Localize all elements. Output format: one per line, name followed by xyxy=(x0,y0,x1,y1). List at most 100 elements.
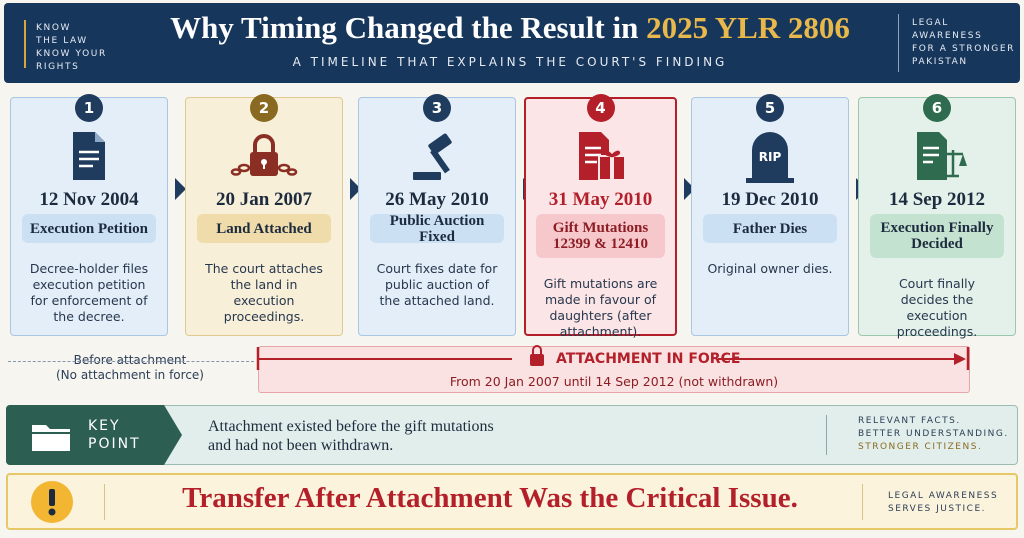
step-number: 5 xyxy=(756,94,784,122)
step-icon xyxy=(413,133,452,180)
step-date: 20 Jan 2007 xyxy=(215,189,313,210)
step-icon xyxy=(230,134,298,176)
step-arrow xyxy=(684,178,695,200)
step-event: Land Attached xyxy=(197,214,331,243)
step-number: 2 xyxy=(250,94,278,122)
icon-part xyxy=(939,154,967,166)
tag-line: LEGAL xyxy=(912,18,949,28)
step-number: 4 xyxy=(586,94,615,122)
step-icon: RIP xyxy=(746,132,794,183)
footer-right: LEGAL AWARENESS SERVES JUSTICE. xyxy=(888,490,998,516)
title-text: Why Timing Changed the Result in xyxy=(170,10,639,45)
icon-part xyxy=(752,132,788,180)
icon-part xyxy=(79,150,99,168)
icon-part xyxy=(253,134,275,152)
footer-box xyxy=(6,473,1018,530)
arrowhead xyxy=(954,353,966,365)
warning-icon xyxy=(31,481,73,523)
step-date: 12 Nov 2004 xyxy=(39,189,139,210)
lock-body xyxy=(530,354,544,366)
tag-line: AWARENESS xyxy=(912,31,983,41)
attachment-label: ATTACHMENT IN FORCE xyxy=(556,351,741,367)
label-line: KEY xyxy=(88,418,121,434)
attachment-range: From 20 Jan 2007 until 14 Sep 2012 (not … xyxy=(449,374,779,389)
icon-part xyxy=(95,132,105,142)
step-arrow xyxy=(350,178,361,200)
folder-icon xyxy=(32,425,70,451)
before-line: Before attachment xyxy=(73,353,187,367)
key-point-badge xyxy=(6,405,182,465)
icon-part xyxy=(746,178,794,183)
divider xyxy=(104,484,105,520)
divider xyxy=(898,14,899,72)
icon-part xyxy=(923,146,939,164)
icon-part xyxy=(261,159,267,165)
before-line: (No attachment in force) xyxy=(56,368,204,382)
step-description: Court finally decides the execution proc… xyxy=(896,276,978,339)
step-description: Original owner dies. xyxy=(707,261,833,276)
step-icon xyxy=(73,132,105,180)
step-number: 1 xyxy=(75,94,103,122)
motto-line: RELEVANT FACTS. xyxy=(858,416,961,426)
footer-text: Transfer After Attachment Was the Critic… xyxy=(182,482,798,514)
step-icon xyxy=(578,132,626,181)
step-description: Gift mutations are made in favour of dau… xyxy=(543,276,658,339)
step-event: Execution Petition xyxy=(22,214,156,243)
icon-part xyxy=(73,132,105,180)
step-number: 6 xyxy=(923,94,951,122)
step-date: 31 May 2010 xyxy=(548,189,653,210)
icon-part xyxy=(277,163,291,173)
title-highlight: 2025 YLR 2806 xyxy=(646,10,850,45)
step-event: Gift Mutations 12399 & 12410 xyxy=(536,214,665,258)
step-description: Court fixes date for public auction of t… xyxy=(376,261,498,308)
before-note: Before attachment (No attachment in forc… xyxy=(30,353,230,383)
icon-part xyxy=(286,168,298,176)
attachment-line xyxy=(256,345,970,370)
step-event: Public Auction Fixed xyxy=(370,213,504,245)
divider xyxy=(826,415,827,455)
header xyxy=(4,3,1020,83)
step-date: 19 Dec 2010 xyxy=(721,189,819,210)
text-line: and had not been withdrawn. xyxy=(208,437,394,454)
right-tag: LEGAL AWARENESS FOR A STRONGER PAKISTAN xyxy=(912,17,1015,69)
motto-line: LEGAL AWARENESS xyxy=(888,491,999,501)
motto-line: SERVES JUSTICE. xyxy=(888,504,987,514)
step-number: 3 xyxy=(423,94,451,122)
dashed-line xyxy=(8,361,254,362)
tag-line: KNOW YOUR xyxy=(36,49,107,59)
title: Why Timing Changed the Result in 2025 YL… xyxy=(150,10,870,46)
attachment-band xyxy=(258,346,970,393)
step-event: Father Dies xyxy=(703,214,837,243)
step-date: 14 Sep 2012 xyxy=(888,189,986,210)
key-point-right: RELEVANT FACTS. BETTER UNDERSTANDING. ST… xyxy=(858,415,1009,454)
divider xyxy=(24,20,26,68)
step-arrow xyxy=(175,178,186,200)
step-icon xyxy=(917,132,967,180)
key-point-label: KEY POINT xyxy=(88,417,141,453)
lock-shackle xyxy=(532,345,542,354)
motto-line: STRONGER CITIZENS. xyxy=(858,442,983,452)
icon-part xyxy=(413,172,441,180)
icon-part xyxy=(430,148,450,174)
warning-dot xyxy=(48,508,56,516)
tag-line: THE LAW xyxy=(36,36,88,46)
tag-line: KNOW xyxy=(36,23,72,33)
label-line: POINT xyxy=(88,436,141,452)
icon-part xyxy=(603,150,620,158)
step-description: Decree-holder files execution petition f… xyxy=(29,261,149,324)
subtitle: A TIMELINE THAT EXPLAINS THE COURT'S FIN… xyxy=(292,55,728,69)
step-date: 26 May 2010 xyxy=(385,189,489,210)
key-point-text: Attachment existed before the gift mutat… xyxy=(208,417,494,455)
step-event: Execution Finally Decided xyxy=(870,214,1004,258)
icon-part xyxy=(263,163,265,169)
icon-part xyxy=(609,156,614,180)
tag-line: PAKISTAN xyxy=(912,57,968,67)
icon-part xyxy=(237,163,251,173)
text-line: Attachment existed before the gift mutat… xyxy=(208,418,494,435)
divider xyxy=(862,484,863,520)
step-description: The court attaches the land in execution… xyxy=(205,261,323,324)
icon-part xyxy=(230,168,242,176)
warning-bar xyxy=(49,489,55,506)
icon-part xyxy=(943,150,963,178)
